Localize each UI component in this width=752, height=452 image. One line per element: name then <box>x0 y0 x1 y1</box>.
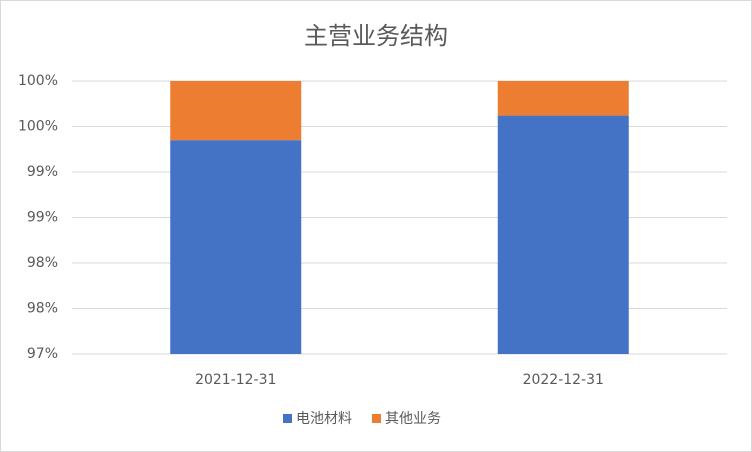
legend-label: 其他业务 <box>385 411 441 427</box>
y-tick-label: 100% <box>18 73 58 89</box>
x-tick-label: 2022-12-31 <box>523 372 604 388</box>
y-tick-label: 99% <box>27 210 58 226</box>
legend-swatch <box>372 414 381 423</box>
bar-segment <box>497 115 629 354</box>
bar-segment <box>497 81 629 116</box>
bar-segment <box>170 140 302 354</box>
x-tick-label: 2021-12-31 <box>195 372 276 388</box>
chart-title: 主营业务结构 <box>304 22 448 50</box>
legend-label: 电池材料 <box>296 411 352 427</box>
bar-segment <box>170 81 302 141</box>
y-tick-label: 98% <box>27 301 58 317</box>
y-tick-label: 100% <box>18 119 58 135</box>
legend-swatch <box>283 414 292 423</box>
y-tick-label: 97% <box>27 346 58 362</box>
y-tick-label: 99% <box>27 164 58 180</box>
y-tick-label: 98% <box>27 255 58 271</box>
